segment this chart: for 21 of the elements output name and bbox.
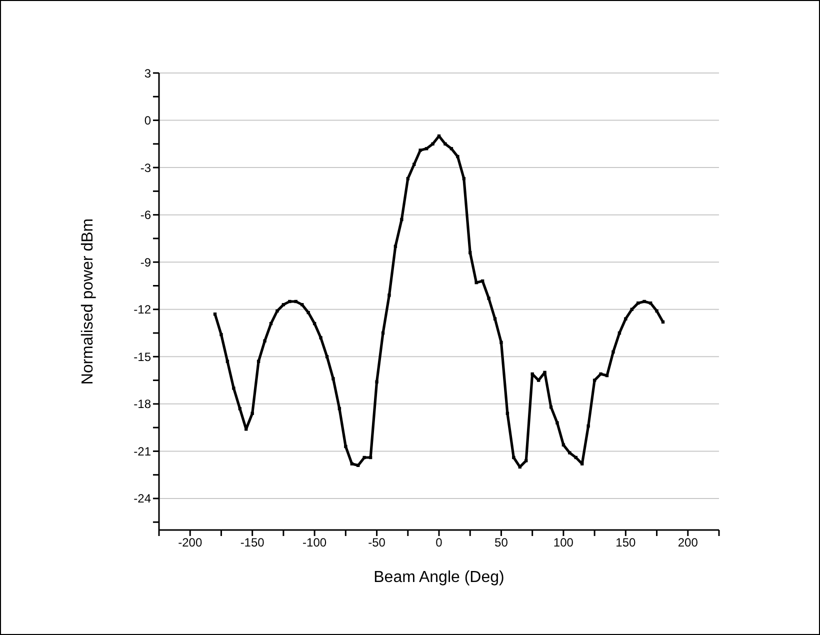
y-tick-label: 3: [144, 66, 152, 80]
y-tick-label: -9: [140, 255, 152, 270]
x-tick-label: 200: [678, 536, 698, 550]
y-axis-title: Normalised power dBm: [80, 218, 97, 385]
y-tick-label: -6: [140, 208, 152, 222]
x-tick-label: 50: [494, 536, 508, 550]
x-axis-title: Beam Angle (Deg): [374, 569, 504, 586]
y-tick-label: -24: [134, 492, 152, 506]
x-tick-label: 100: [553, 536, 574, 550]
y-tick-label: -18: [134, 397, 152, 412]
x-tick-label: -100: [302, 536, 327, 550]
y-tick-label: -12: [134, 302, 152, 317]
y-tick-label: -15: [134, 350, 152, 364]
x-tick-label: -150: [240, 536, 265, 550]
x-tick-label: -50: [368, 536, 386, 550]
x-tick-label: 150: [616, 536, 636, 550]
y-tick-label: -3: [140, 160, 152, 175]
x-tick-label: 0: [436, 536, 443, 550]
y-tick-label: -21: [134, 444, 152, 458]
x-tick-label: -200: [178, 536, 202, 550]
y-tick-label: 0: [144, 114, 152, 128]
